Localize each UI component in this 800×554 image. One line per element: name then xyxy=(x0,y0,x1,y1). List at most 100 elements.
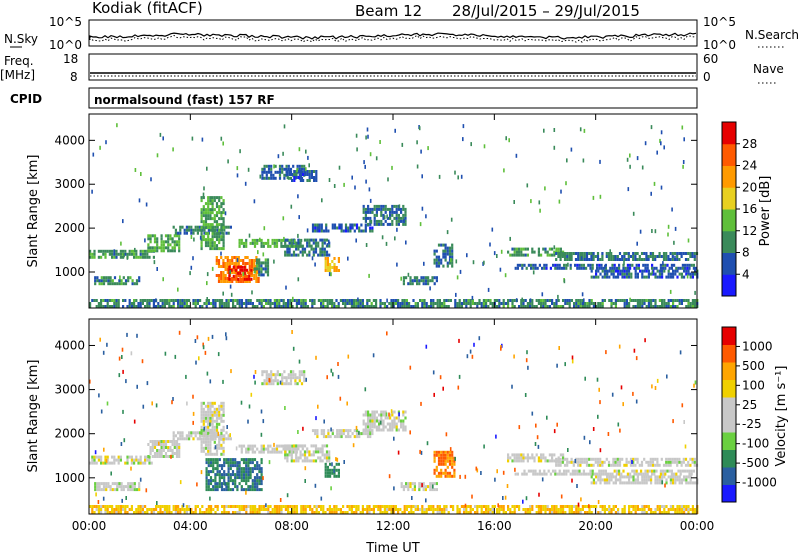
data-cell xyxy=(272,173,275,177)
data-cell xyxy=(133,299,136,302)
data-cell xyxy=(321,250,324,254)
data-cell xyxy=(335,266,338,269)
data-cell xyxy=(296,382,299,386)
data-cell xyxy=(129,276,132,280)
data-cell xyxy=(435,258,438,262)
data-cell xyxy=(122,255,125,259)
data-cell xyxy=(213,220,216,224)
data-cell xyxy=(447,511,450,514)
data-cell xyxy=(641,299,644,302)
data-cell xyxy=(399,508,402,511)
data-cell xyxy=(621,299,624,302)
data-cell xyxy=(670,469,673,473)
data-cell xyxy=(625,258,628,261)
data-cell xyxy=(278,173,282,177)
data-cell xyxy=(155,508,158,511)
data-cell xyxy=(440,462,443,466)
data-cell xyxy=(298,376,301,380)
noise-cell xyxy=(202,192,205,197)
data-cell xyxy=(658,269,661,273)
data-cell xyxy=(271,511,274,514)
noise-cell xyxy=(514,467,516,472)
data-cell xyxy=(207,422,210,426)
data-cell xyxy=(245,488,248,492)
data-cell xyxy=(289,176,293,180)
noise-cell xyxy=(659,138,661,143)
data-cell xyxy=(551,453,554,457)
data-cell xyxy=(89,461,92,465)
data-cell xyxy=(694,269,697,273)
data-cell xyxy=(433,468,436,472)
data-cell xyxy=(117,508,120,511)
data-cell xyxy=(267,447,270,451)
data-cell xyxy=(109,485,112,489)
data-cell xyxy=(336,432,339,436)
data-cell xyxy=(179,302,182,305)
data-cell xyxy=(205,305,208,308)
data-cell xyxy=(684,252,688,255)
noise-cell xyxy=(236,258,239,263)
data-cell xyxy=(151,234,154,238)
data-cell xyxy=(623,463,626,467)
data-cell xyxy=(669,481,672,485)
data-cell xyxy=(178,246,181,250)
noise-cell xyxy=(138,198,141,203)
data-cell xyxy=(391,425,394,429)
data-cell xyxy=(545,472,548,476)
data-cell xyxy=(229,461,232,465)
data-cell xyxy=(437,258,441,262)
data-cell xyxy=(275,450,279,454)
data-cell xyxy=(357,305,360,308)
data-cell xyxy=(683,475,686,479)
data-cell xyxy=(362,229,365,233)
data-cell xyxy=(181,437,184,441)
data-cell xyxy=(278,511,281,514)
data-cell xyxy=(287,508,290,511)
data-cell xyxy=(480,305,483,308)
data-cell xyxy=(558,266,561,270)
data-cell xyxy=(141,511,144,514)
data-cell xyxy=(349,226,352,230)
data-cell xyxy=(669,299,672,302)
data-cell xyxy=(437,261,441,265)
data-cell xyxy=(542,505,545,508)
data-cell xyxy=(407,282,410,286)
data-cell xyxy=(163,508,166,511)
data-cell xyxy=(601,302,604,305)
noise-cell xyxy=(123,253,125,258)
data-cell xyxy=(131,485,134,489)
data-cell xyxy=(669,460,672,464)
data-cell xyxy=(329,471,332,475)
data-cell xyxy=(496,299,499,302)
data-cell xyxy=(564,302,567,305)
data-cell xyxy=(404,207,407,211)
data-cell xyxy=(227,479,230,483)
data-cell xyxy=(281,170,284,174)
data-cell xyxy=(324,465,327,469)
colorbar-swatch xyxy=(722,379,736,398)
data-cell xyxy=(402,425,405,429)
data-cell xyxy=(634,299,637,302)
data-cell xyxy=(625,299,628,302)
data-cell xyxy=(258,302,261,305)
data-cell xyxy=(223,470,226,474)
data-cell xyxy=(662,463,666,467)
data-cell xyxy=(692,266,695,270)
data-cell xyxy=(144,255,147,259)
data-cell xyxy=(639,302,642,305)
data-cell xyxy=(200,446,203,450)
data-cell xyxy=(474,511,477,514)
data-cell xyxy=(237,280,240,283)
data-cell xyxy=(632,508,635,511)
data-cell xyxy=(419,299,422,302)
data-cell xyxy=(222,211,225,215)
data-cell xyxy=(639,269,642,273)
data-cell xyxy=(228,259,232,262)
noise-cell xyxy=(385,412,388,417)
data-cell xyxy=(606,508,609,511)
data-cell xyxy=(670,472,673,476)
data-cell xyxy=(655,469,658,473)
data-cell xyxy=(476,508,479,511)
noise-cell xyxy=(379,420,382,425)
